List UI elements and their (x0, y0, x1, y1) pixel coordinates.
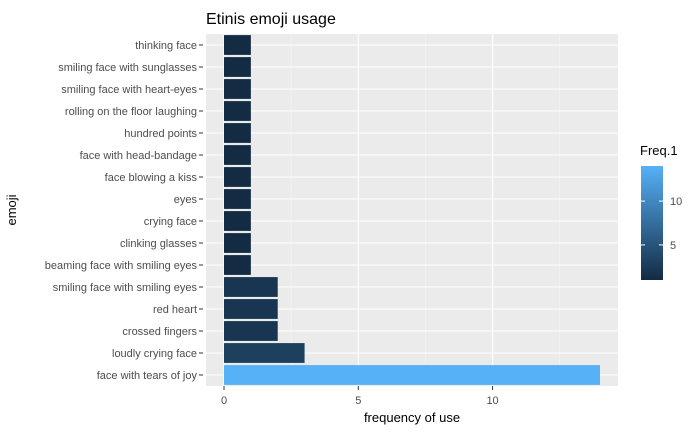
y-tick-label: face with head-bandage (80, 150, 197, 162)
y-tick-label: red heart (153, 304, 197, 316)
y-tick-label: hundred points (124, 128, 197, 140)
y-tick-label: face with tears of joy (97, 370, 198, 382)
y-tick-label: clinking glasses (120, 238, 198, 250)
bar (224, 79, 251, 99)
y-tick-label: smiling face with smiling eyes (53, 282, 198, 294)
bar (224, 233, 251, 253)
legend-colorbar (641, 166, 663, 280)
bar (224, 167, 251, 187)
bar (224, 343, 305, 363)
bar (224, 101, 251, 121)
y-tick-labels: thinking face smiling face with sunglasse… (45, 40, 203, 382)
bar (224, 321, 278, 341)
y-tick-label: loudly crying face (112, 348, 197, 360)
legend-title: Freq.1 (640, 143, 678, 158)
color-legend: Freq.1 5 10 (640, 143, 682, 280)
bar (224, 277, 278, 297)
y-tick-label: thinking face (135, 40, 197, 52)
legend-tick-label: 10 (670, 196, 682, 208)
bar (224, 145, 251, 165)
bar (224, 35, 251, 55)
x-tick-label: 10 (486, 395, 498, 407)
legend-tick-label: 5 (670, 240, 676, 252)
legend-ticks: 5 10 (641, 196, 682, 252)
bar (224, 57, 251, 77)
x-axis-title: frequency of use (364, 410, 460, 425)
y-tick-label: eyes (174, 194, 198, 206)
y-axis-title: emoji (4, 194, 19, 225)
y-tick-label: crossed fingers (122, 326, 197, 338)
y-tick-label: face blowing a kiss (105, 172, 198, 184)
x-tick-label: 0 (221, 395, 227, 407)
bars (224, 35, 600, 385)
y-tick-label: crying face (144, 216, 197, 228)
y-tick-label: smiling face with sunglasses (58, 62, 197, 74)
x-tick-label: 5 (355, 395, 361, 407)
bar (224, 365, 600, 385)
bar (224, 123, 251, 143)
y-tick-label: rolling on the floor laughing (65, 106, 197, 118)
y-tick-label: smiling face with heart-eyes (61, 84, 197, 96)
chart-title: Etinis emoji usage (206, 11, 336, 28)
bar (224, 299, 278, 319)
bar (224, 255, 251, 275)
bar (224, 189, 251, 209)
x-tick-labels: 0 5 10 (221, 386, 499, 407)
y-tick-label: beaming face with smiling eyes (45, 260, 198, 272)
bar (224, 211, 251, 231)
